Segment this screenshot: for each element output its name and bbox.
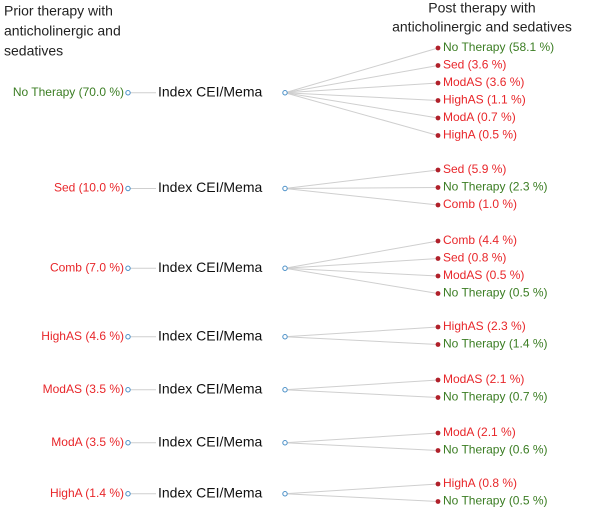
node <box>282 440 288 446</box>
prior-label: ModA (3.5 %) <box>51 435 124 449</box>
index-label: Index CEI/Mema <box>158 179 262 195</box>
post-label: No Therapy (0.5 %) <box>443 286 548 300</box>
leaf-node <box>435 481 441 487</box>
post-label: Comb (4.4 %) <box>443 233 517 247</box>
leaf-node <box>435 291 441 296</box>
connector <box>284 65 439 94</box>
leaf-node <box>435 80 441 86</box>
index-label: Index CEI/Mema <box>158 433 262 449</box>
connector <box>284 483 439 495</box>
connector <box>284 92 439 101</box>
post-label: No Therapy (0.6 %) <box>443 443 548 457</box>
leaf-node <box>435 98 441 103</box>
post-label: Sed (0.8 %) <box>443 251 506 265</box>
leaf-node <box>435 342 441 347</box>
connector <box>284 258 439 269</box>
leaf-node <box>435 395 441 400</box>
leaf-node <box>435 256 441 261</box>
prior-label: HighA (1.4 %) <box>50 486 124 500</box>
leaf-node <box>435 448 441 453</box>
post-label: ModAS (2.1 %) <box>443 372 524 386</box>
leaf-node <box>435 202 441 208</box>
node <box>282 491 288 497</box>
node <box>125 491 131 497</box>
index-label: Index CEI/Mema <box>158 83 262 99</box>
connector <box>284 240 439 269</box>
post-label: ModAS (0.5 %) <box>443 268 524 282</box>
node <box>125 387 131 393</box>
leaf-node <box>435 63 441 68</box>
connector <box>284 336 439 345</box>
leaf-node <box>435 45 441 51</box>
node <box>125 265 131 271</box>
prior-label: No Therapy (70.0 %) <box>13 85 124 99</box>
prior-label: Sed (10.0 %) <box>54 181 124 195</box>
post-label: No Therapy (58.1 %) <box>443 40 554 54</box>
connector <box>284 92 439 136</box>
connector <box>284 82 439 94</box>
connector <box>284 379 439 391</box>
connector <box>284 493 439 502</box>
node <box>282 387 288 393</box>
prior-label: ModAS (3.5 %) <box>43 382 124 396</box>
leaf-node <box>435 273 441 279</box>
node <box>125 185 131 192</box>
post-label: Comb (1.0 %) <box>443 197 517 211</box>
leaf-node <box>435 133 441 138</box>
post-label: HighAS (2.3 %) <box>443 319 526 333</box>
post-label: ModAS (3.6 %) <box>443 75 524 89</box>
leaf-node <box>435 238 441 244</box>
leaf-node <box>435 430 441 436</box>
node <box>282 334 288 340</box>
left-header: Prior therapy with <box>4 3 113 19</box>
index-label: Index CEI/Mema <box>158 380 262 396</box>
index-label: Index CEI/Mema <box>158 327 262 343</box>
prior-label: Comb (7.0 %) <box>50 260 124 274</box>
connector <box>284 92 439 119</box>
left-header: sedatives <box>4 43 63 59</box>
node <box>282 265 288 271</box>
node <box>125 90 131 96</box>
post-label: Sed (3.6 %) <box>443 58 506 72</box>
connector <box>284 442 439 451</box>
post-label: No Therapy (2.3 %) <box>443 180 548 194</box>
leaf-node <box>435 377 441 383</box>
connector <box>284 169 439 189</box>
post-label: ModA (2.1 %) <box>443 425 516 439</box>
leaf-node <box>435 115 441 121</box>
node <box>125 440 131 446</box>
node <box>282 90 288 96</box>
node <box>125 334 131 340</box>
leaf-node <box>435 185 441 190</box>
index-label: Index CEI/Mema <box>158 259 262 275</box>
left-header: anticholinergic and <box>4 23 121 39</box>
post-label: No Therapy (0.7 %) <box>443 390 548 404</box>
connector <box>284 47 439 94</box>
post-label: HighA (0.8 %) <box>443 476 517 490</box>
post-label: Sed (5.9 %) <box>443 162 506 176</box>
right-header: Post therapy with <box>428 0 535 16</box>
right-header: anticholinergic and sedatives <box>392 19 572 35</box>
leaf-node <box>435 167 441 173</box>
post-label: HighAS (1.1 %) <box>443 93 526 107</box>
prior-label: HighAS (4.6 %) <box>41 329 124 343</box>
index-label: Index CEI/Mema <box>158 484 262 500</box>
post-label: No Therapy (1.4 %) <box>443 337 548 351</box>
connector <box>284 432 439 444</box>
connector <box>284 326 439 338</box>
connector <box>284 267 439 277</box>
node <box>282 185 288 192</box>
post-label: No Therapy (0.5 %) <box>443 494 548 508</box>
connector <box>284 188 439 206</box>
post-label: HighA (0.5 %) <box>443 128 517 142</box>
connector <box>284 267 439 294</box>
leaf-node <box>435 324 441 330</box>
connector <box>284 187 439 189</box>
leaf-node <box>435 499 441 504</box>
post-label: ModA (0.7 %) <box>443 110 516 124</box>
connector <box>284 389 439 398</box>
